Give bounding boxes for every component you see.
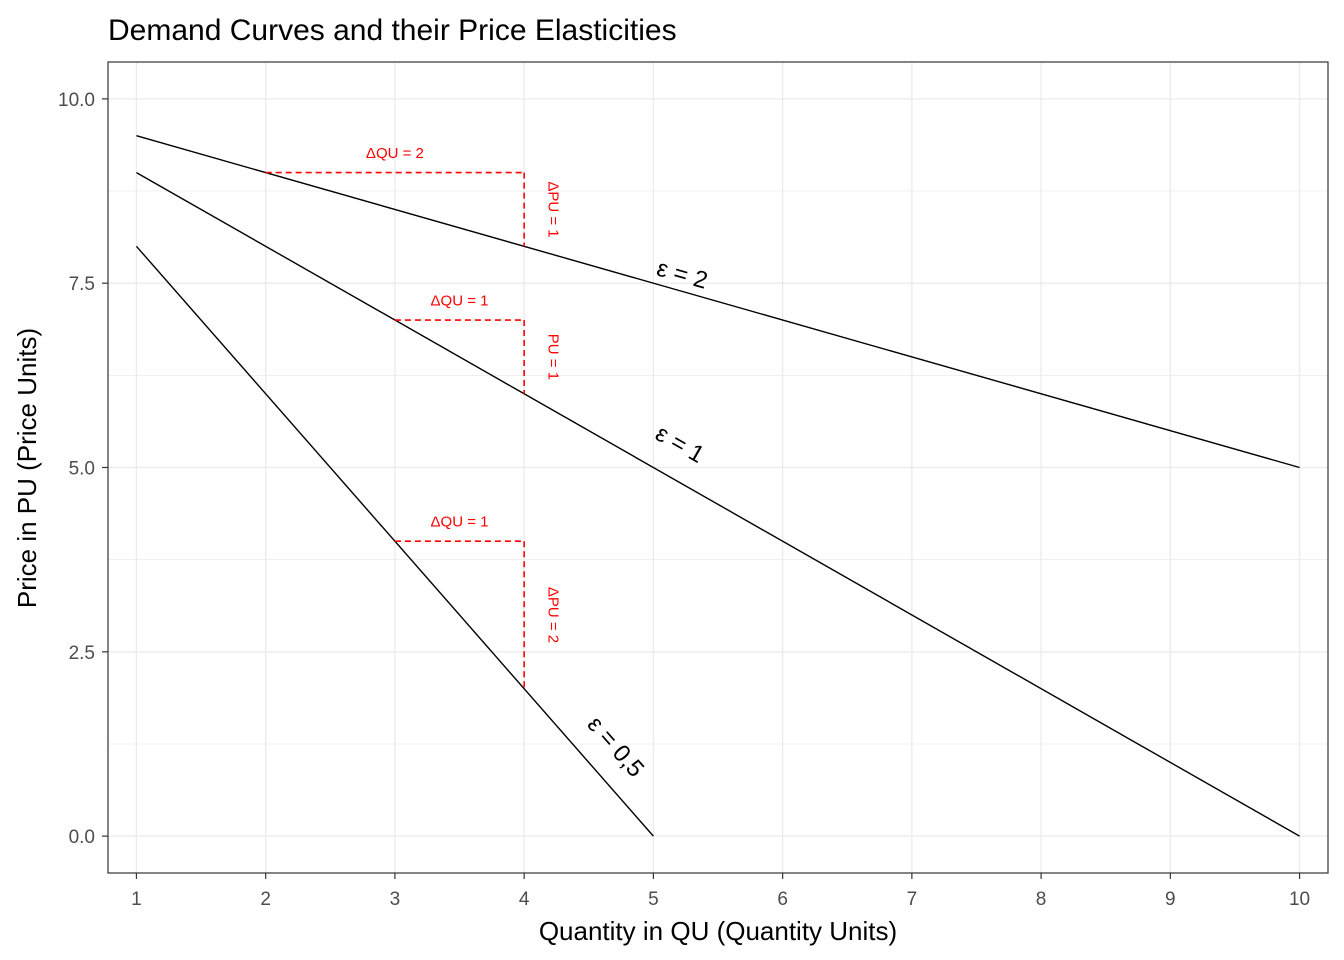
delta-q-label: ΔQU = 2 (366, 145, 424, 162)
delta-p-label: ΔPU = 2 (545, 587, 562, 643)
x-tick-label: 8 (1036, 889, 1047, 910)
grid-lines (108, 62, 1328, 873)
y-tick-label: 7.5 (69, 274, 95, 295)
delta-q-label: ΔQU = 1 (431, 513, 489, 530)
delta-p-label: PU = 1 (545, 334, 562, 380)
x-tick-label: 6 (777, 889, 788, 910)
delta-q-label: ΔQU = 1 (431, 292, 489, 309)
y-tick-label: 0.0 (69, 827, 95, 848)
elasticity-labels: ε = 2 ε = 1 ε = 0,5 (582, 255, 711, 783)
x-tick-label: 5 (648, 889, 659, 910)
demand-curve-2 (136, 171, 1300, 837)
y-tick-label: 10.0 (58, 90, 95, 111)
x-axis-title: Quantity in QU (Quantity Units) (539, 916, 897, 946)
x-tick-label: 1 (131, 889, 142, 910)
y-tick-label: 2.5 (69, 643, 95, 664)
delta-p-label: ΔPU = 1 (545, 181, 562, 237)
elasticity-label-3: ε = 0,5 (582, 711, 649, 783)
elasticity-label-2: ε = 1 (651, 420, 709, 469)
chart-title: Demand Curves and their Price Elasticiti… (108, 14, 677, 47)
x-tick-label: 2 (260, 889, 271, 910)
x-axis-ticks: 1 2 3 4 5 6 7 8 9 10 (131, 873, 1310, 910)
demand-curves (135, 135, 1300, 837)
demand-curve-1 (136, 135, 1300, 469)
y-axis-title: Price in PU (Price Units) (12, 328, 42, 608)
delta-annotations: ΔQU = 2 ΔPU = 1 ΔQU = 1 PU = 1 ΔQU = 1 ΔPU = … (265, 145, 562, 689)
x-tick-label: 10 (1289, 889, 1310, 910)
y-axis-ticks: 0.0 2.5 5.0 7.5 10.0 (58, 90, 108, 848)
x-tick-label: 9 (1165, 889, 1176, 910)
x-tick-label: 3 (390, 889, 401, 910)
y-tick-label: 5.0 (69, 459, 95, 480)
x-tick-label: 4 (519, 889, 530, 910)
x-tick-label: 7 (907, 889, 918, 910)
elasticity-label-1: ε = 2 (654, 255, 711, 295)
